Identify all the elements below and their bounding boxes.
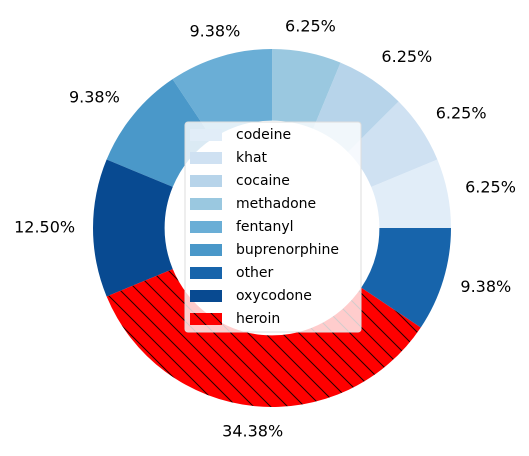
slice [92,159,173,297]
legend-box [184,121,362,333]
legend-swatch [190,129,222,141]
value-label: 9.38% [460,277,511,296]
legend-label: buprenorphine [236,242,339,258]
legend-swatch [190,244,222,256]
slice [371,159,451,228]
value-label: 6.25% [285,17,336,36]
legend-swatch [190,221,222,233]
slice [272,49,341,129]
slice [347,101,438,187]
legend-label: khat [236,150,268,166]
legend-label: heroin [236,311,280,327]
legend-label: other [236,265,274,281]
value-label: 6.25% [436,104,487,123]
legend-label: methadone [236,196,316,212]
legend-swatch [190,267,222,279]
value-label: 6.25% [465,178,516,197]
labels: 6.25% 6.25% 6.25% 6.25% 9.38% 9.38% 12.50% 34.3… [14,17,516,441]
value-label: 9.38% [69,88,120,107]
legend-label: cocaine [236,173,290,189]
slice [172,49,273,139]
legend-label: codeine [236,127,291,143]
legend: codeine khat cocaine methadone fentanyl bupre… [184,121,362,333]
legend-swatch [190,313,222,325]
slices [92,49,451,407]
value-label: 9.38% [189,21,240,40]
slice [361,228,451,328]
value-label: 6.25% [381,47,432,66]
value-label: 34.38% [222,421,283,440]
legend-swatch [190,290,222,302]
legend-swatch [190,175,222,187]
legend-swatch [190,152,222,164]
legend-swatch [190,198,222,210]
value-label: 12.50% [14,218,75,237]
legend-label: oxycodone [236,288,312,304]
legend-label: fentanyl [236,219,294,235]
